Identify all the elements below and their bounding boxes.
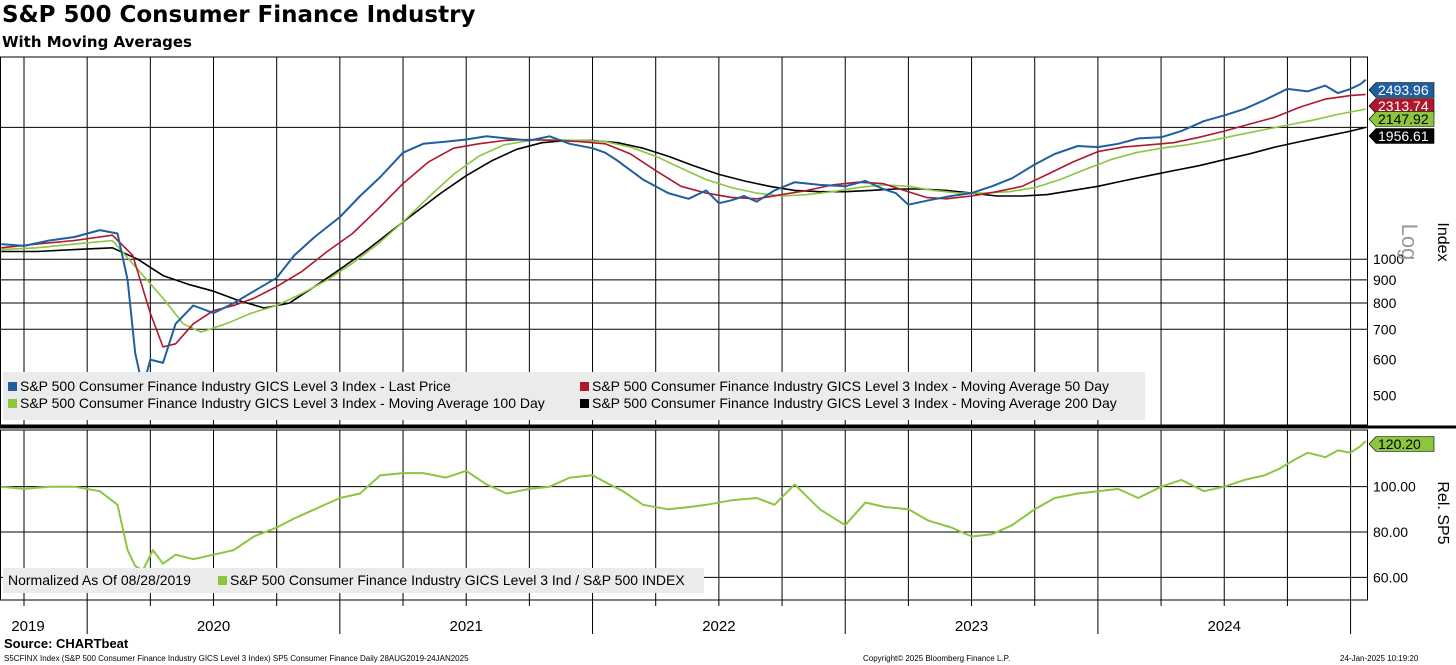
- x-tick-label: 2019: [11, 618, 44, 635]
- page-subtitle: With Moving Averages: [2, 33, 192, 51]
- y-tick-label: 900: [1373, 272, 1397, 288]
- x-tick-label: 2023: [955, 618, 988, 635]
- relative-series-line: [1, 440, 1367, 572]
- last-value-value: 2313.74: [1378, 98, 1429, 114]
- footer-copyright: Copyright© 2025 Bloomberg Finance L.P.: [863, 654, 1011, 663]
- legend-entry: S&P 500 Consumer Finance Industry GICS L…: [20, 378, 451, 394]
- y-axis-label: Index: [1434, 222, 1451, 261]
- y-tick-label-lower: 100.00: [1373, 479, 1416, 495]
- last-value-tag: [1368, 128, 1435, 144]
- legend-entry: S&P 500 Consumer Finance Industry GICS L…: [20, 395, 545, 411]
- axes-layer: 2019 2020 2021 2022 2023 2024 500 600 700 800 900 1…: [0, 56, 1456, 635]
- legend-swatch: [8, 399, 17, 408]
- last-value-tag: [1368, 82, 1435, 98]
- legend-swatch: [218, 576, 227, 585]
- lower-legend-box: [3, 568, 704, 593]
- legend-note: Normalized As Of 08/28/2019: [8, 572, 191, 588]
- last-value-value: 2147.92: [1378, 111, 1429, 127]
- series-line: [1, 108, 1366, 333]
- legend-entry: S&P 500 Consumer Finance Industry GICS L…: [230, 572, 685, 588]
- source-note: Source: CHARTbeat: [4, 636, 129, 651]
- legend-swatch: [580, 382, 589, 391]
- legend-layer: S&P 500 Consumer Finance Industry GICS L…: [3, 372, 1145, 593]
- footer-timestamp: 24-Jan-2025 10:19:20: [1340, 654, 1419, 663]
- upper-plot-frame: [0, 56, 1368, 426]
- series-layer: [1, 78, 1367, 572]
- y-tick-label: 500: [1373, 387, 1397, 403]
- y-tick-label-lower: 60.00: [1373, 569, 1408, 585]
- series-line: [1, 78, 1367, 389]
- legend-entry: S&P 500 Consumer Finance Industry GICS L…: [592, 378, 1109, 394]
- last-value-value: 1956.61: [1378, 128, 1429, 144]
- grid-layer: [0, 57, 1367, 600]
- upper-legend-box: [3, 372, 1145, 420]
- series-line: [1, 126, 1366, 309]
- relative-last-value-tag: [1368, 436, 1435, 452]
- x-tick-label: 2021: [450, 618, 483, 635]
- footer-description: S5CFINX Index (S&P 500 Consumer Finance …: [4, 654, 469, 663]
- y-axis-label-lower: Rel. SP5: [1434, 481, 1451, 544]
- legend-swatch: [580, 399, 589, 408]
- x-tick-label: 2020: [197, 618, 230, 635]
- y-tick-label: 600: [1373, 352, 1397, 368]
- legend-swatch: [8, 382, 17, 391]
- log-scale-label: Log: [1397, 224, 1422, 261]
- relative-last-value-value: 120.20: [1378, 436, 1421, 452]
- y-tick-label-lower: 80.00: [1373, 524, 1408, 540]
- last-value-value: 2493.96: [1378, 82, 1429, 98]
- y-tick-label: 1000: [1373, 251, 1404, 267]
- page-title: S&P 500 Consumer Finance Industry: [2, 2, 476, 28]
- legend-entry: S&P 500 Consumer Finance Industry GICS L…: [592, 395, 1117, 411]
- y-tick-label: 800: [1373, 295, 1397, 311]
- last-value-tag: [1368, 98, 1435, 114]
- last-value-tag: [1368, 111, 1435, 127]
- y-tick-label: 700: [1373, 321, 1397, 337]
- x-tick-label: 2024: [1208, 618, 1241, 635]
- x-tick-label: 2022: [702, 618, 735, 635]
